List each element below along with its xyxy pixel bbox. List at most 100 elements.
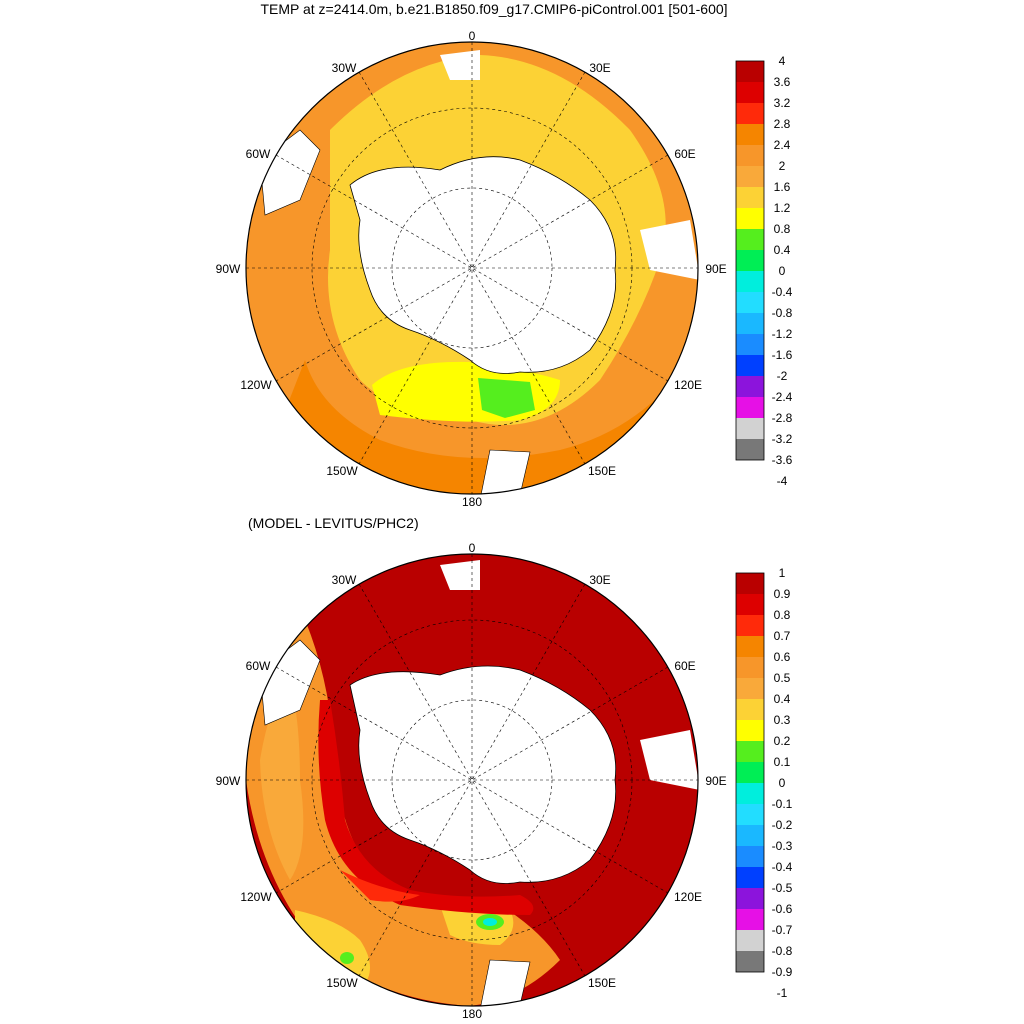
bottom-diff-0-spot — [483, 918, 497, 926]
bottom-cb-box-4 — [736, 657, 764, 678]
top-cb-label-5: 2 — [779, 159, 786, 173]
bottom-cb-label-14: -0.4 — [772, 860, 793, 874]
bottom-cb-label-13: -0.3 — [772, 839, 793, 853]
top-cb-box-11 — [736, 292, 764, 313]
bottom-cb-label-4: 0.6 — [774, 650, 791, 664]
top-cb-label-15: -2 — [777, 369, 788, 383]
top-cb-label-16: -2.4 — [772, 390, 793, 404]
top-lon-150e: 150E — [588, 464, 616, 478]
bottom-cb-box-15 — [736, 888, 764, 909]
top-cb-box-4 — [736, 145, 764, 166]
bottom-cb-box-12 — [736, 825, 764, 846]
top-antarctica — [349, 156, 617, 374]
bottom-lon-150e: 150E — [588, 976, 616, 990]
top-cb-label-17: -2.8 — [772, 411, 793, 425]
bottom-lon-60e: 60E — [674, 659, 695, 673]
top-cb-box-5 — [736, 166, 764, 187]
top-cb-box-16 — [736, 397, 764, 418]
bottom-cb-box-0 — [736, 573, 764, 594]
bottom-graticule — [246, 554, 698, 1006]
bottom-cb-label-17: -0.7 — [772, 923, 793, 937]
top-cb-box-6 — [736, 187, 764, 208]
top-cb-box-10 — [736, 271, 764, 292]
bottom-cb-box-10 — [736, 783, 764, 804]
bottom-cb-box-6 — [736, 699, 764, 720]
bottom-diff-0p8-band — [340, 870, 420, 902]
bottom-cb-box-14 — [736, 867, 764, 888]
bottom-cb-label-2: 0.8 — [774, 608, 791, 622]
top-cb-box-0 — [736, 61, 764, 82]
top-cb-label-6: 1.6 — [774, 180, 791, 194]
bottom-map-field — [246, 554, 698, 1006]
top-cb-label-10: 0 — [779, 264, 786, 278]
bottom-lon-120w: 120W — [240, 890, 272, 904]
bottom-cb-box-1 — [736, 594, 764, 615]
bottom-cb-label-8: 0.2 — [774, 734, 791, 748]
bottom-cb-box-18 — [736, 951, 764, 972]
bottom-cb-label-10: 0 — [779, 776, 786, 790]
bottom-diff-0p5-region — [260, 680, 304, 880]
top-cb-label-14: -1.6 — [772, 348, 793, 362]
top-lon-60e: 60E — [674, 147, 695, 161]
bottom-colorbar-labels: 1 0.9 0.8 0.7 0.6 0.5 0.4 0.3 0.2 0.1 0 … — [772, 566, 793, 1000]
top-cb-label-13: -1.2 — [772, 327, 793, 341]
top-cb-label-19: -3.6 — [772, 453, 793, 467]
bottom-diff-0p3-region — [295, 910, 370, 990]
bottom-cb-label-11: -0.1 — [772, 797, 793, 811]
top-lon-60w: 60W — [246, 147, 271, 161]
bottom-cb-box-13 — [736, 846, 764, 867]
bottom-cb-box-11 — [736, 804, 764, 825]
bottom-map-border — [245, 553, 699, 1007]
bottom-cb-box-7 — [736, 720, 764, 741]
top-cb-box-8 — [736, 229, 764, 250]
bottom-cb-box-3 — [736, 636, 764, 657]
bottom-cb-label-15: -0.5 — [772, 881, 793, 895]
top-lon-120w: 120W — [240, 378, 272, 392]
bottom-cb-label-1: 0.9 — [774, 587, 791, 601]
top-colorbar — [735, 60, 765, 461]
top-cb-label-3: 2.8 — [774, 117, 791, 131]
top-cb-box-12 — [736, 313, 764, 334]
top-cb-label-1: 3.6 — [774, 75, 791, 89]
top-cb-label-2: 3.2 — [774, 96, 791, 110]
bottom-cb-label-19: -0.9 — [772, 965, 793, 979]
bottom-cb-box-2 — [736, 615, 764, 636]
top-cb-box-18 — [736, 439, 764, 460]
top-land-east — [640, 220, 698, 280]
bottom-lon-150w: 150W — [326, 976, 358, 990]
top-lon-180: 180 — [462, 495, 482, 509]
top-lon-150w: 150W — [326, 464, 358, 478]
top-cb-label-0: 4 — [779, 54, 786, 68]
top-new-zealand — [479, 449, 531, 494]
bottom-panel: (MODEL - LEVITUS/PHC2) — [216, 515, 793, 1021]
top-cb-box-3 — [736, 124, 764, 145]
bottom-cb-label-20: -1 — [777, 986, 788, 1000]
top-lon-0: 0 — [469, 29, 476, 43]
bottom-lon-30w: 30W — [332, 573, 357, 587]
top-cb-box-13 — [736, 334, 764, 355]
top-lon-90e: 90E — [705, 262, 726, 276]
top-cb-frame — [735, 60, 765, 461]
top-cb-label-8: 0.8 — [774, 222, 791, 236]
top-cb-box-2 — [736, 103, 764, 124]
bottom-land-east — [640, 730, 698, 790]
bottom-lon-30e: 30E — [589, 573, 610, 587]
top-cb-box-7 — [736, 208, 764, 229]
bottom-lon-90w: 90W — [216, 774, 241, 788]
bottom-lon-0: 0 — [469, 541, 476, 555]
bottom-cb-box-9 — [736, 762, 764, 783]
top-cb-box-1 — [736, 82, 764, 103]
top-panel-title: TEMP at z=2414.0m, b.e21.B1850.f09_g17.C… — [260, 1, 727, 17]
bottom-cb-box-8 — [736, 741, 764, 762]
top-graticule — [246, 42, 698, 494]
top-lon-30e: 30E — [589, 61, 610, 75]
bottom-cb-label-9: 0.1 — [774, 755, 791, 769]
top-cb-box-17 — [736, 418, 764, 439]
bottom-land-africa-tip — [440, 560, 480, 590]
bottom-cb-label-7: 0.3 — [774, 713, 791, 727]
bottom-cb-label-6: 0.4 — [774, 692, 791, 706]
top-cb-label-12: -0.8 — [772, 306, 793, 320]
bottom-colorbar — [735, 572, 765, 973]
top-cb-box-15 — [736, 376, 764, 397]
